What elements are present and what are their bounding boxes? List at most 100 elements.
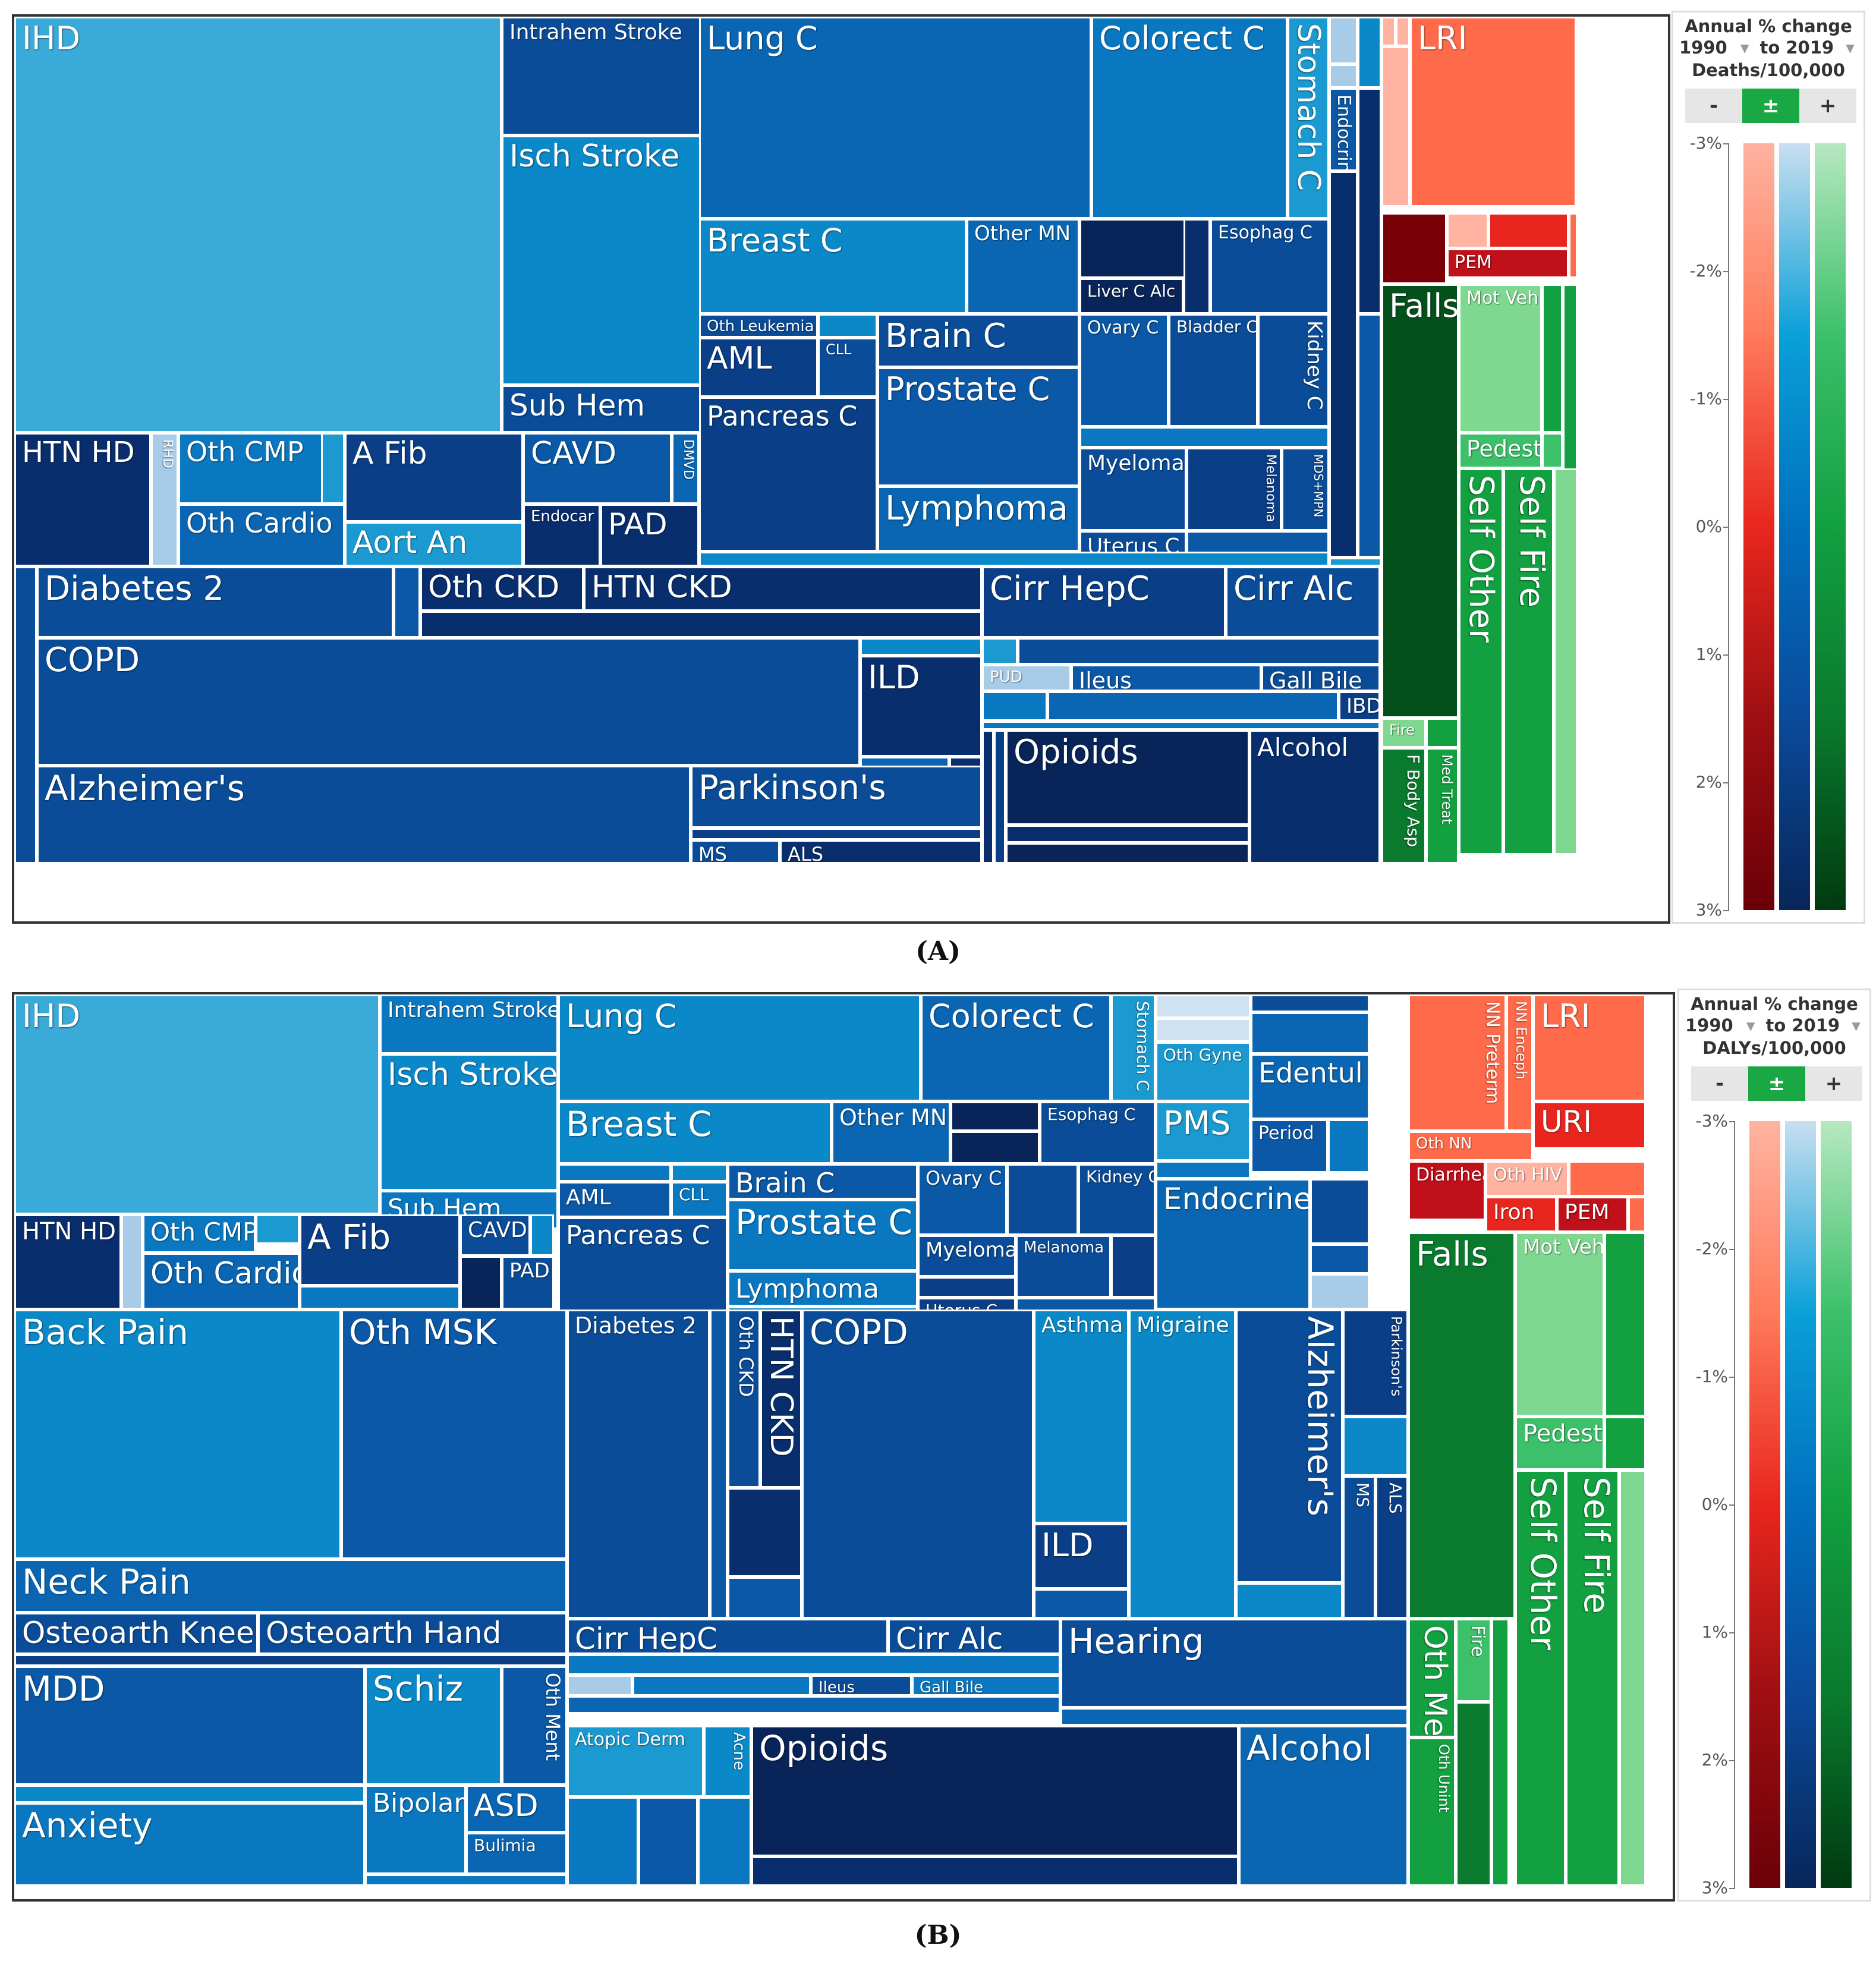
tile-unlabeled[interactable] [460,1256,502,1310]
tile-als[interactable]: ALS [780,840,982,864]
tile-esophag-c[interactable]: Esophag C [1210,219,1329,314]
tile-htn-ckd[interactable]: HTN CKD [584,566,982,611]
tile-unlabeled[interactable] [1183,219,1210,314]
tile-unlabeled[interactable] [1491,1619,1509,1886]
tile-self-other[interactable]: Self Other [1515,1470,1566,1886]
tile-htn-hd[interactable]: HTN HD [14,433,151,566]
minus-button[interactable]: - [1685,89,1742,123]
tile-diabetes-2[interactable]: Diabetes 2 [37,566,394,638]
tile-period[interactable]: Period [1251,1119,1328,1173]
tile-aort-an[interactable]: Aort An [345,522,523,566]
tile-unlabeled[interactable] [1381,46,1410,207]
tile-unlabeled[interactable] [1329,17,1358,64]
tile-bladder-c[interactable]: Bladder C [1169,314,1258,427]
tile-copd[interactable]: COPD [802,1310,1034,1619]
dropdown-arrow-icon[interactable]: ▾ [1846,37,1855,58]
tile-pedest[interactable]: Pedest [1515,1417,1604,1470]
tile-isch-stroke[interactable]: Isch Stroke [502,136,704,385]
tile-liver-c-alc[interactable]: Liver C Alc [1079,278,1183,314]
tile-ild[interactable]: ILD [1034,1524,1129,1589]
tile-unlabeled[interactable] [1426,718,1459,748]
tile-unlabeled[interactable] [1018,638,1380,665]
tile-sub-hem[interactable]: Sub Hem [502,385,704,433]
tile-kidney-c[interactable]: Kidney C [1258,314,1329,427]
tile-self-other[interactable]: Self Other [1459,468,1503,855]
tile-schiz[interactable]: Schiz [365,1666,502,1785]
tile-edentul[interactable]: Edentul [1251,1054,1370,1119]
tile-f-body-asp[interactable]: F Body Asp [1381,748,1426,864]
tile-unlabeled[interactable] [1381,17,1396,46]
tile-ileus[interactable]: Ileus [1071,665,1261,691]
tile-opioids[interactable]: Opioids [751,1726,1239,1856]
tile-parkinson-s[interactable]: Parkinson's [1343,1310,1408,1417]
tile-asthma[interactable]: Asthma [1034,1310,1129,1524]
tile-esophag-c[interactable]: Esophag C [1040,1101,1156,1164]
tile-rhd[interactable]: RHD [151,433,178,566]
tile-nn-enceph[interactable]: NN Enceph [1506,994,1533,1131]
tile-unlabeled[interactable] [530,1214,554,1256]
tile-copd[interactable]: COPD [37,638,860,766]
tile-diabetes-2[interactable]: Diabetes 2 [567,1310,710,1619]
tile-unlabeled[interactable] [1542,284,1563,433]
tile-pms[interactable]: PMS [1156,1101,1251,1161]
tile-unlabeled[interactable] [1310,1244,1370,1274]
tile-gall-bile[interactable]: Gall Bile [912,1675,1060,1696]
tile-atopic-derm[interactable]: Atopic Derm [567,1726,704,1797]
tile-unlabeled[interactable] [1358,17,1381,88]
tile-unlabeled[interactable] [14,1785,365,1803]
tile-unlabeled[interactable] [1310,1274,1370,1310]
tile-parkinson-s[interactable]: Parkinson's [691,766,982,828]
tile-acne[interactable]: Acne [704,1726,751,1797]
tile-uri[interactable]: URI [1533,1101,1646,1149]
tile-oth-hiv[interactable]: Oth HIV [1485,1161,1569,1197]
tile-unlabeled[interactable] [728,1577,802,1619]
tile-unlabeled[interactable] [1542,433,1563,468]
tile-colorect-c[interactable]: Colorect C [921,994,1111,1101]
tile-unlabeled[interactable] [1047,691,1339,721]
tile-breast-c[interactable]: Breast C [558,1101,832,1164]
tile-unlabeled[interactable] [1006,825,1249,843]
tile-other-mn[interactable]: Other MN [967,219,1079,314]
tile-oth-msk[interactable]: Oth MSK [341,1310,567,1559]
tile-unlabeled[interactable] [300,1286,460,1310]
tile-unlabeled[interactable] [394,566,420,638]
tile-prostate-c[interactable]: Prostate C [728,1200,918,1271]
tile-unlabeled[interactable] [1251,994,1370,1012]
tile-endocar[interactable]: Endocar [523,504,600,566]
tile-alcohol[interactable]: Alcohol [1249,730,1380,864]
tile-oth-cmp[interactable]: Oth CMP [143,1214,256,1253]
tile-a-fib[interactable]: A Fib [345,433,523,522]
tile-brain-c[interactable]: Brain C [877,314,1079,367]
tile-unlabeled[interactable] [860,638,982,656]
dropdown-arrow-icon[interactable]: ▾ [1746,1015,1755,1035]
tile-unlabeled[interactable] [751,1856,1239,1886]
tile-pad[interactable]: PAD [600,504,699,566]
tile-unlabeled[interactable] [1156,994,1251,1018]
tile-unlabeled[interactable] [1006,843,1249,864]
tile-isch-stroke[interactable]: Isch Stroke [380,1054,558,1191]
legend-year-from[interactable]: 1990 [1685,1015,1733,1035]
tile-oth-nn[interactable]: Oth NN [1408,1131,1533,1161]
tile-unlabeled[interactable] [1156,1018,1251,1042]
tile-diarrhea[interactable]: Diarrhea [1408,1161,1485,1220]
tile-unlabeled[interactable] [982,691,1047,721]
tile-oth-cardio[interactable]: Oth Cardio [143,1253,300,1310]
tile-unlabeled[interactable] [698,1797,751,1886]
tile-unlabeled[interactable] [321,433,345,504]
plus-minus-button[interactable]: ± [1742,89,1799,123]
tile-ild[interactable]: ILD [860,656,982,757]
tile-htn-ckd[interactable]: HTN CKD [760,1310,802,1488]
tile-unlabeled[interactable] [365,1874,567,1886]
tile-cavd[interactable]: CAVD [460,1214,530,1256]
plus-button[interactable]: + [1805,1066,1862,1101]
tile-mdd[interactable]: MDD [14,1666,365,1785]
tile-unlabeled[interactable] [1034,1589,1129,1619]
tile-back-pain[interactable]: Back Pain [14,1310,341,1559]
tile-unlabeled[interactable] [1569,213,1578,278]
tile-unlabeled[interactable] [994,730,1006,864]
tile-oth-unint[interactable]: Oth Unint [1408,1737,1456,1886]
tile-unlabeled[interactable] [1358,314,1381,558]
tile-bulimia[interactable]: Bulimia [466,1833,567,1874]
legend-year-to[interactable]: to 2019 [1765,1015,1840,1035]
tile-bipolar[interactable]: Bipolar [365,1785,466,1874]
